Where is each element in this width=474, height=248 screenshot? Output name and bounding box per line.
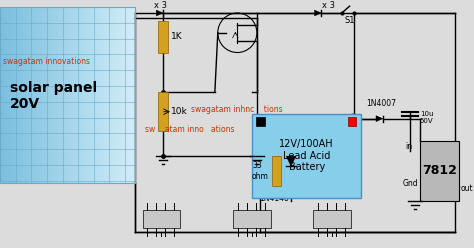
Text: solar panel
20V: solar panel 20V — [10, 81, 97, 111]
Text: out: out — [461, 184, 474, 193]
Bar — [313, 211, 351, 228]
Bar — [158, 21, 168, 53]
Text: swagatam inhnc .  tions: swagatam inhnc . tions — [191, 105, 283, 114]
Bar — [348, 117, 356, 125]
Text: 1N4007: 1N4007 — [366, 99, 396, 108]
Bar — [233, 211, 271, 228]
Bar — [272, 156, 281, 186]
Text: 1N4148: 1N4148 — [259, 194, 289, 203]
Text: Gnd: Gnd — [402, 179, 418, 188]
Bar — [158, 92, 168, 131]
Text: 12V/100AH
Lead Acid
Battery: 12V/100AH Lead Acid Battery — [279, 139, 334, 172]
Text: 7812: 7812 — [422, 164, 457, 178]
Text: 1K: 1K — [171, 32, 182, 41]
Polygon shape — [314, 10, 321, 16]
Polygon shape — [376, 116, 383, 122]
Bar — [256, 117, 264, 125]
Text: S1: S1 — [345, 16, 355, 25]
Text: x 3: x 3 — [155, 1, 167, 10]
Bar — [0, 7, 135, 183]
Text: sw    atam inno   ations: sw atam inno ations — [145, 125, 234, 134]
Bar — [143, 211, 180, 228]
Text: in: in — [405, 142, 412, 151]
Polygon shape — [286, 156, 296, 166]
Bar — [252, 114, 361, 198]
Text: 10k: 10k — [171, 107, 188, 116]
Text: 33
ohm: 33 ohm — [252, 161, 269, 181]
Bar — [420, 141, 459, 201]
Text: swagatam innovations: swagatam innovations — [3, 57, 90, 66]
Text: x 3: x 3 — [322, 1, 335, 10]
Polygon shape — [156, 10, 163, 16]
Text: 10u
50V: 10u 50V — [420, 111, 434, 124]
